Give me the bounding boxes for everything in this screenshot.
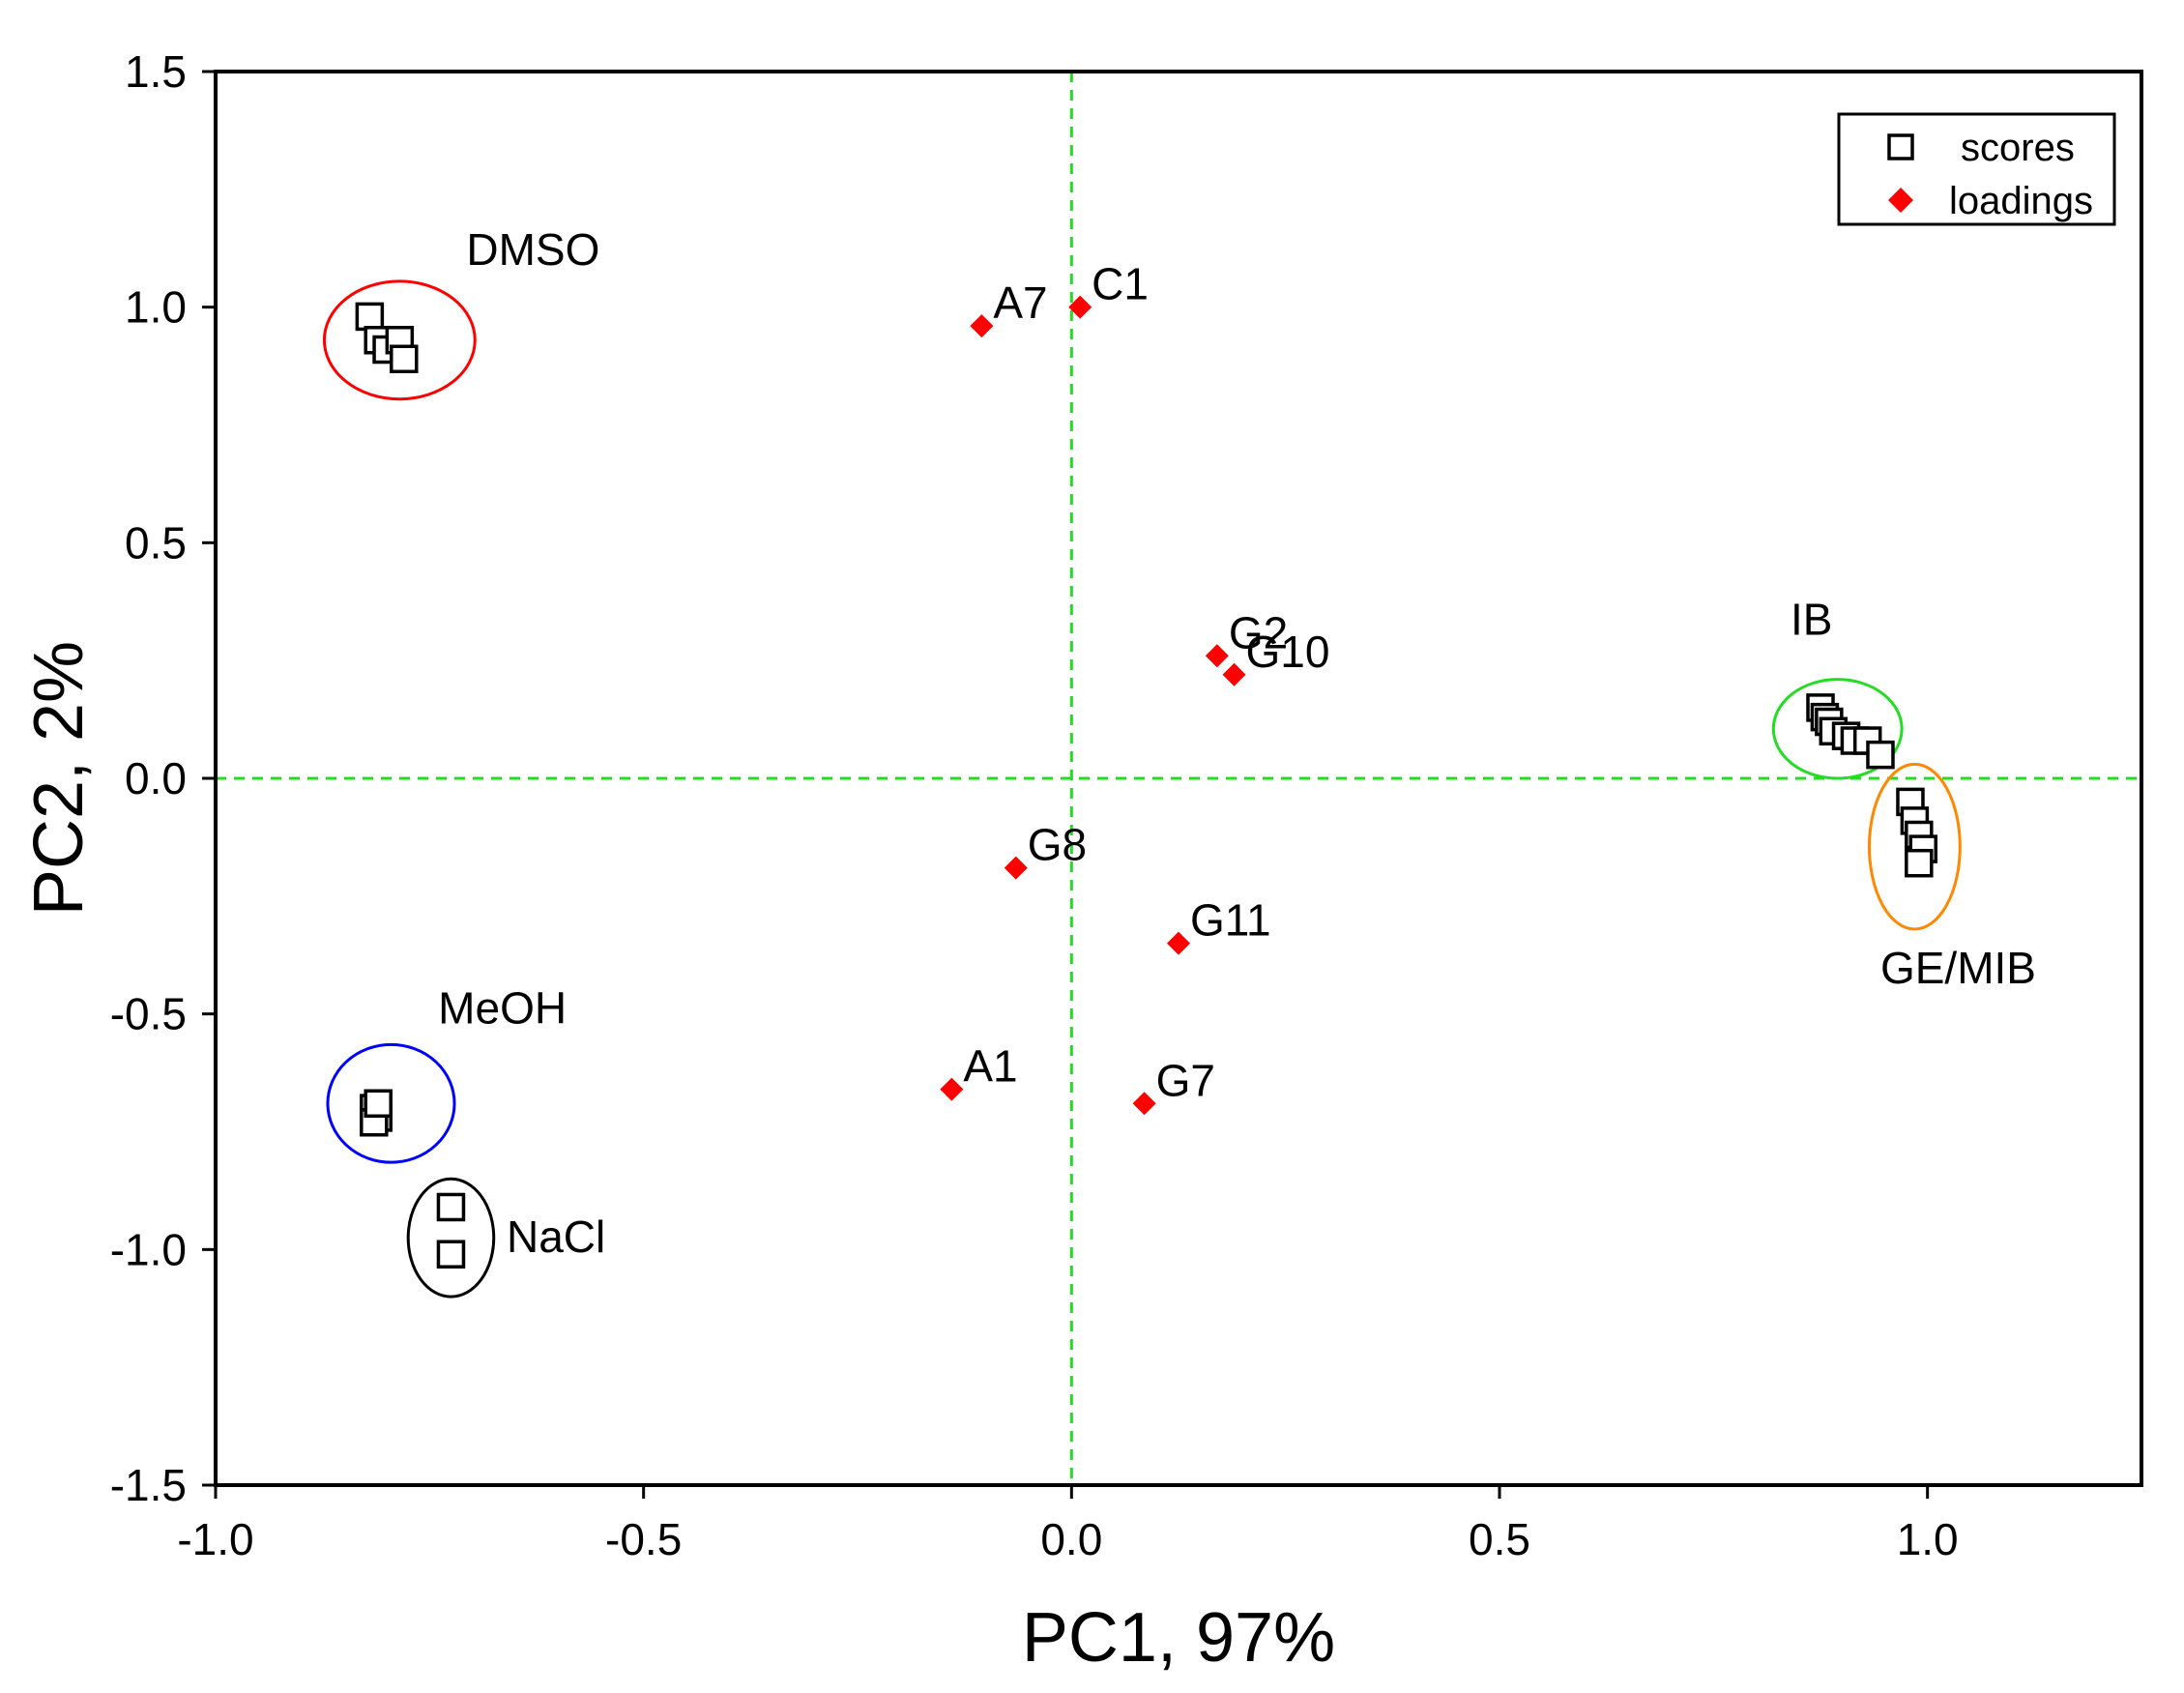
- group-ellipse-nacl: [406, 1177, 496, 1299]
- group-ellipse-ib: [1771, 678, 1904, 780]
- x-tick-label: 0.5: [1469, 1514, 1530, 1564]
- score-point-10: [436, 1192, 466, 1222]
- score-point-9: [364, 1089, 393, 1119]
- loading-point-g7: [1132, 1092, 1156, 1116]
- x-axis-ticks: -1.0 -0.5 0.0 0.5 1.0: [177, 1485, 1959, 1564]
- group-label-dmso: DMSO: [466, 224, 599, 275]
- loading-point-g10: [1222, 662, 1246, 686]
- score-point-11: [436, 1240, 466, 1269]
- x-axis-title: PC1, 97%: [1022, 1599, 1335, 1677]
- group-label-ib: IB: [1791, 594, 1832, 644]
- loadings-series: [940, 295, 1246, 1116]
- loading-label-g11: G11: [1190, 895, 1271, 946]
- y-tick-label: 1.5: [125, 46, 187, 97]
- loading-point-g8: [1004, 856, 1028, 880]
- x-tick-label: 1.0: [1897, 1514, 1959, 1564]
- y-tick-label: 0.0: [125, 753, 187, 803]
- y-tick-label: 0.5: [125, 517, 187, 568]
- loading-label-a7: A7: [993, 277, 1047, 328]
- group-label-nacl: NaCl: [507, 1211, 605, 1262]
- score-point-24: [1905, 848, 1934, 878]
- y-axis-title: PC2, 2%: [20, 641, 98, 916]
- legend-box: [1837, 112, 2116, 226]
- legend-scores-label: scores: [1961, 127, 2075, 169]
- loading-label-g10: G10: [1246, 627, 1330, 677]
- loading-label-a1: A1: [963, 1041, 1017, 1092]
- y-tick-label: 1.0: [125, 282, 187, 333]
- group-ellipse-ge-mib: [1867, 762, 1962, 931]
- y-tick-label: -1.5: [110, 1460, 187, 1510]
- legend-loadings-label: loadings: [1949, 180, 2093, 222]
- loading-label-g2: G2: [1229, 607, 1288, 657]
- x-tick-label: -0.5: [605, 1514, 682, 1564]
- legend: scores loadings: [1837, 112, 2116, 226]
- legend-loadings-marker: [1888, 188, 1913, 213]
- score-point-1: [355, 302, 385, 332]
- y-tick-label: -1.0: [110, 1224, 187, 1274]
- y-axis-ticks: 1.5 1.0 0.5 0.0 -0.5 -1.0 -1.5: [110, 46, 216, 1510]
- loading-point-a7: [970, 314, 994, 338]
- scores-series: [355, 302, 1937, 1269]
- zero-reference-lines: [216, 72, 2141, 1485]
- y-tick-label: -0.5: [110, 989, 187, 1039]
- loading-point-a1: [940, 1077, 964, 1101]
- group-label-ge-mib: GE/MIB: [1880, 943, 2036, 993]
- group-label-meoh: MeOH: [438, 982, 567, 1033]
- x-tick-label: 0.0: [1040, 1514, 1102, 1564]
- x-tick-label: -1.0: [177, 1514, 253, 1564]
- score-point-5: [390, 344, 419, 374]
- loading-label-c1: C1: [1092, 259, 1149, 309]
- loading-point-g11: [1167, 931, 1190, 955]
- group-ellipse-meoh: [326, 1042, 456, 1164]
- loading-label-g7: G7: [1156, 1055, 1215, 1105]
- loading-point-g2: [1205, 644, 1229, 668]
- score-point-19: [1866, 740, 1895, 770]
- group-ellipse-dmso: [322, 279, 477, 401]
- loading-label-g8: G8: [1028, 820, 1087, 870]
- group-ellipses: [322, 279, 1962, 1299]
- legend-scores-marker: [1887, 133, 1914, 161]
- loading-point-c1: [1068, 295, 1092, 319]
